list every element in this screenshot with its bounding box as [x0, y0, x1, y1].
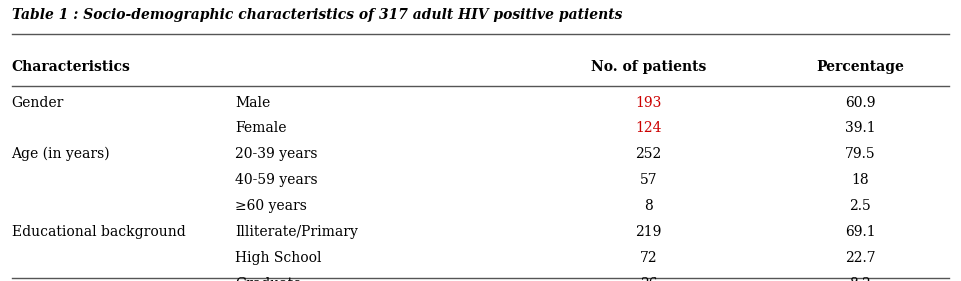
Text: Female: Female	[235, 121, 287, 135]
Text: 40-59 years: 40-59 years	[235, 173, 318, 187]
Text: Gender: Gender	[12, 96, 64, 110]
Text: Educational background: Educational background	[12, 225, 185, 239]
Text: 79.5: 79.5	[845, 147, 875, 161]
Text: Percentage: Percentage	[816, 60, 904, 74]
Text: 69.1: 69.1	[845, 225, 875, 239]
Text: 8.2: 8.2	[850, 277, 871, 281]
Text: Illiterate/Primary: Illiterate/Primary	[235, 225, 358, 239]
Text: 39.1: 39.1	[845, 121, 875, 135]
Text: High School: High School	[235, 251, 322, 265]
Text: 193: 193	[635, 96, 662, 110]
Text: 20-39 years: 20-39 years	[235, 147, 318, 161]
Text: No. of patients: No. of patients	[591, 60, 706, 74]
Text: 57: 57	[640, 173, 657, 187]
Text: 72: 72	[640, 251, 657, 265]
Text: Male: Male	[235, 96, 271, 110]
Text: 60.9: 60.9	[845, 96, 875, 110]
Text: 26: 26	[640, 277, 657, 281]
Text: Graduate: Graduate	[235, 277, 302, 281]
Text: 18: 18	[851, 173, 869, 187]
Text: 124: 124	[635, 121, 662, 135]
Text: 2.5: 2.5	[850, 199, 871, 213]
Text: 22.7: 22.7	[845, 251, 875, 265]
Text: 8: 8	[644, 199, 653, 213]
Text: 252: 252	[635, 147, 662, 161]
Text: Characteristics: Characteristics	[12, 60, 131, 74]
Text: Table 1 : Socio-demographic characteristics of 317 adult HIV positive patients: Table 1 : Socio-demographic characterist…	[12, 8, 622, 22]
Text: 219: 219	[635, 225, 662, 239]
Text: ≥60 years: ≥60 years	[235, 199, 308, 213]
Text: Age (in years): Age (in years)	[12, 147, 111, 162]
